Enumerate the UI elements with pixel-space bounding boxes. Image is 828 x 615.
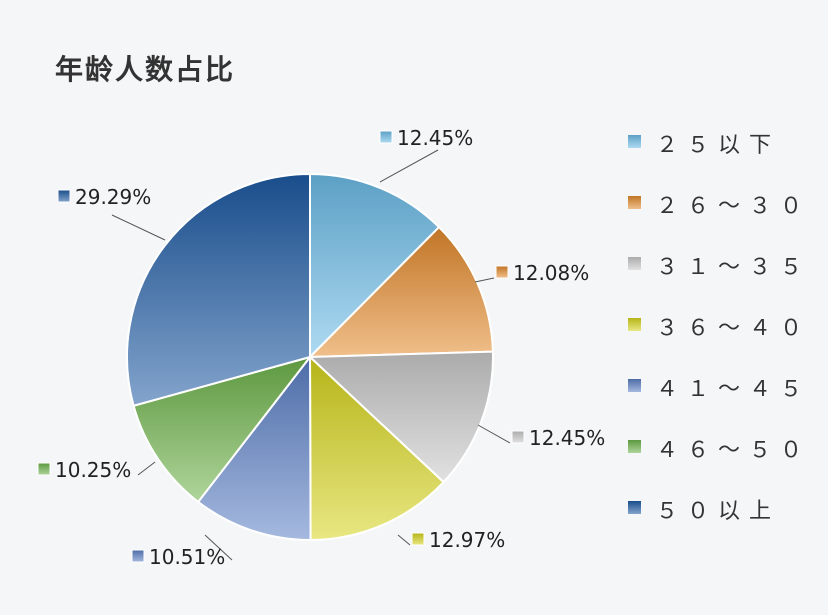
legend-label: ２６～３０ — [656, 194, 811, 219]
data-label: 10.25% — [55, 458, 131, 482]
pie-slice-6 — [132, 355, 313, 504]
legend-swatch — [628, 318, 641, 331]
data-label: 12.45% — [397, 126, 473, 150]
legend-swatch — [628, 501, 641, 514]
legend-swatch — [628, 196, 641, 209]
data-label-marker — [57, 189, 71, 203]
chart-title: 年龄人数占比 — [55, 53, 236, 86]
data-label: 29.29% — [75, 185, 151, 209]
legend-label: ３１～３５ — [656, 255, 811, 280]
legend-swatch — [628, 440, 641, 453]
leader-line — [477, 424, 511, 444]
data-label: 12.08% — [513, 261, 589, 285]
data-label-marker — [411, 532, 425, 546]
legend-label: ４１～４５ — [656, 377, 811, 402]
legend-swatch — [628, 379, 641, 392]
legend-label: ５０以上 — [656, 499, 780, 524]
legend-label: ３６～４０ — [656, 316, 811, 341]
leader-line — [204, 534, 233, 561]
data-label: 10.51% — [149, 545, 225, 569]
legend-swatch — [628, 135, 641, 148]
data-label-marker — [131, 549, 145, 563]
legend-label: ２５以下 — [656, 133, 780, 158]
pie-slice-2 — [307, 225, 494, 359]
pie-slice-1 — [309, 172, 441, 360]
data-label: 12.45% — [529, 426, 605, 450]
leader-line — [137, 461, 156, 476]
data-label-marker — [379, 130, 393, 144]
pie-slice-5 — [196, 354, 312, 541]
data-label-marker — [37, 462, 51, 476]
legend-swatch — [628, 257, 641, 270]
data-label-marker — [511, 430, 525, 444]
legend-label: ４６～５０ — [656, 438, 811, 463]
leader-line — [397, 534, 411, 546]
pie-slice-3 — [307, 350, 494, 484]
leader-line — [379, 149, 439, 183]
pie-slice-7 — [126, 172, 311, 407]
data-label-marker — [495, 265, 509, 279]
leader-line — [111, 214, 166, 241]
pie-slice-4 — [308, 354, 445, 542]
leader-line — [474, 277, 495, 283]
data-label: 12.97% — [429, 528, 505, 552]
